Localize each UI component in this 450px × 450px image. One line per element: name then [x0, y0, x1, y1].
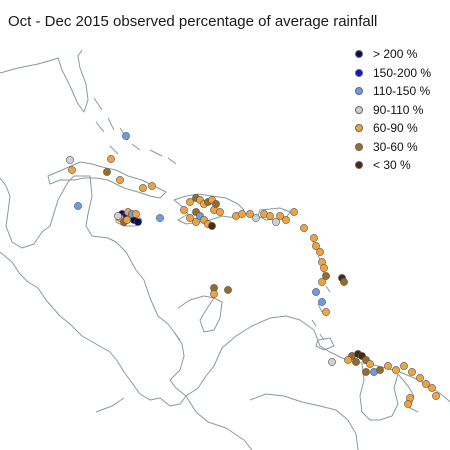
- station-marker: [408, 368, 416, 376]
- station-marker: [224, 286, 232, 294]
- hispaniola-outline: [173, 193, 245, 225]
- legend-label: > 200 %: [373, 47, 418, 62]
- station-marker: [66, 156, 74, 164]
- legend-swatch: [355, 124, 363, 133]
- station-marker: [186, 214, 194, 222]
- station-marker: [266, 212, 274, 220]
- station-marker: [139, 184, 147, 192]
- trinidad-outline: [315, 337, 335, 351]
- isthmus-outline: [129, 331, 187, 407]
- station-marker: [400, 362, 408, 370]
- station-marker: [208, 222, 216, 230]
- legend-swatch: [355, 87, 363, 96]
- station-marker: [180, 206, 188, 214]
- station-marker: [122, 132, 130, 140]
- guajira-outline: [177, 295, 215, 309]
- interior-border-1: [185, 395, 253, 450]
- legend-item-30-60: 30-60 %: [355, 138, 450, 157]
- station-marker: [116, 176, 124, 184]
- station-marker: [322, 308, 330, 316]
- station-marker: [352, 358, 360, 366]
- station-marker: [318, 298, 326, 306]
- station-marker: [192, 218, 200, 226]
- legend-swatch: [355, 105, 363, 114]
- station-marker: [103, 168, 111, 176]
- station-marker: [148, 182, 156, 190]
- mexico-outline: [0, 175, 181, 341]
- station-marker: [312, 288, 320, 296]
- station-marker: [344, 356, 352, 364]
- legend-label: 60-90 %: [373, 121, 418, 136]
- map-legend: > 200 % 150-200 % 110-150 % 90-110 % 60-…: [355, 45, 450, 175]
- station-markers: [66, 132, 440, 408]
- legend-item-gt200: > 200 %: [355, 45, 450, 64]
- station-marker: [416, 374, 424, 382]
- station-marker: [376, 366, 384, 374]
- station-marker: [68, 166, 76, 174]
- station-marker: [366, 360, 374, 368]
- station-marker: [123, 216, 131, 224]
- cuba-outline: [47, 161, 167, 199]
- station-marker: [107, 155, 115, 163]
- station-marker: [272, 218, 280, 226]
- station-marker: [114, 212, 122, 220]
- legend-item-110-150: 110-150 %: [355, 82, 450, 101]
- station-marker: [212, 200, 220, 208]
- station-marker: [318, 278, 326, 286]
- interior-border-5: [95, 397, 125, 413]
- station-marker: [186, 198, 194, 206]
- station-marker: [404, 400, 412, 408]
- station-marker: [310, 234, 318, 242]
- lake-maracaibo-outline: [199, 297, 223, 333]
- station-marker: [74, 202, 82, 210]
- station-marker: [392, 366, 400, 374]
- station-marker: [320, 264, 328, 272]
- legend-swatch: [355, 68, 363, 77]
- station-marker: [300, 224, 308, 232]
- legend-item-lt30: < 30 %: [355, 156, 450, 175]
- legend-item-90-110: 90-110 %: [355, 101, 450, 120]
- station-marker: [252, 214, 260, 222]
- station-marker: [316, 248, 324, 256]
- station-marker: [422, 380, 430, 388]
- station-marker: [432, 392, 440, 400]
- legend-swatch: [355, 50, 363, 59]
- legend-swatch: [355, 142, 363, 151]
- station-marker: [282, 216, 290, 224]
- map-title: Oct - Dec 2015 observed percentage of av…: [8, 13, 378, 30]
- interior-border-4: [397, 373, 419, 413]
- interior-border-3: [359, 363, 399, 421]
- station-marker: [246, 210, 254, 218]
- station-marker: [362, 368, 370, 376]
- station-marker: [312, 242, 320, 250]
- station-marker: [216, 208, 224, 216]
- legend-label: 30-60 %: [373, 139, 418, 154]
- station-marker: [132, 210, 140, 218]
- central-america-outline: [0, 251, 131, 381]
- station-marker: [428, 384, 436, 392]
- station-marker: [328, 358, 336, 366]
- station-marker: [134, 218, 142, 226]
- legend-label: < 30 %: [373, 158, 411, 173]
- legend-item-150-200: 150-200 %: [355, 64, 450, 83]
- station-marker: [238, 210, 246, 218]
- legend-label: 110-150 %: [373, 84, 431, 99]
- station-marker: [290, 208, 298, 216]
- station-marker: [340, 278, 348, 286]
- station-marker: [276, 212, 284, 220]
- station-marker: [384, 362, 392, 370]
- legend-label: 90-110 %: [373, 102, 424, 117]
- station-marker: [210, 290, 218, 298]
- bahamas-outline: [93, 97, 177, 165]
- legend-item-60-90: 60-90 %: [355, 119, 450, 138]
- station-marker: [322, 272, 330, 280]
- interior-border-2: [249, 393, 359, 450]
- gulf-coast-outline: [0, 49, 89, 113]
- legend-label: 150-200 %: [373, 65, 432, 80]
- legend-swatch: [355, 161, 363, 170]
- station-marker: [156, 214, 164, 222]
